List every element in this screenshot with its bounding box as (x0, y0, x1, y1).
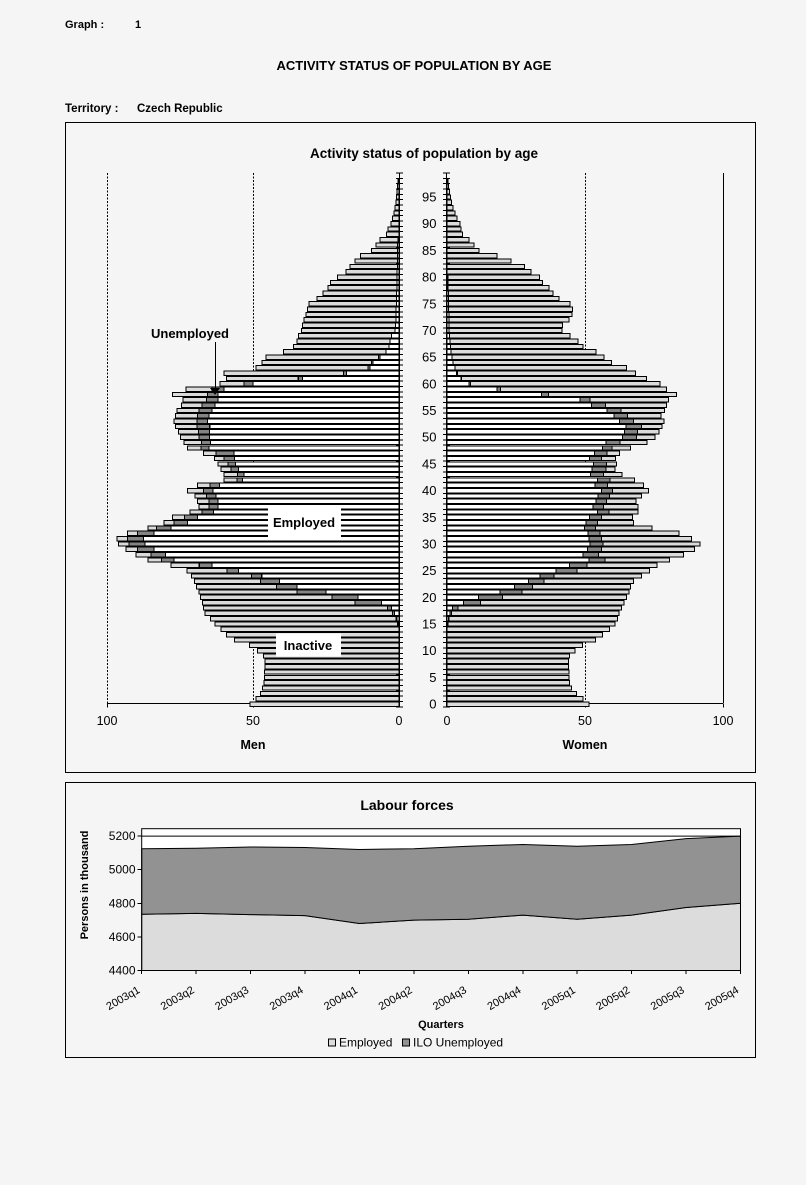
svg-text:15: 15 (422, 617, 436, 632)
svg-text:1: 1 (135, 19, 141, 31)
svg-text:Employed: Employed (339, 1036, 392, 1050)
svg-text:Territory :: Territory : (65, 103, 118, 115)
svg-text:50: 50 (422, 430, 436, 445)
svg-text:35: 35 (422, 510, 436, 525)
svg-text:55: 55 (422, 403, 436, 418)
svg-text:60: 60 (422, 376, 436, 391)
svg-text:5: 5 (429, 670, 436, 685)
svg-text:50: 50 (578, 714, 592, 728)
svg-text:Employed: Employed (273, 515, 335, 530)
svg-text:Men: Men (241, 738, 266, 752)
svg-text:0: 0 (429, 697, 436, 712)
svg-text:4600: 4600 (109, 930, 136, 944)
svg-text:4800: 4800 (109, 896, 136, 910)
svg-text:0: 0 (444, 714, 451, 728)
svg-text:100: 100 (97, 714, 118, 728)
svg-text:ILO Unemployed: ILO Unemployed (413, 1036, 503, 1050)
svg-text:80: 80 (422, 270, 436, 285)
svg-text:90: 90 (422, 216, 436, 231)
svg-text:Czech Republic: Czech Republic (137, 103, 223, 115)
svg-text:85: 85 (422, 243, 436, 258)
svg-text:Quarters: Quarters (418, 1019, 464, 1031)
svg-text:25: 25 (422, 563, 436, 578)
svg-text:75: 75 (422, 296, 436, 311)
svg-text:Graph :: Graph : (65, 19, 104, 31)
svg-text:5000: 5000 (109, 863, 136, 877)
svg-text:40: 40 (422, 483, 436, 498)
svg-text:5200: 5200 (109, 829, 136, 843)
svg-text:Women: Women (563, 738, 608, 752)
svg-text:10: 10 (422, 643, 436, 658)
svg-text:Inactive: Inactive (284, 638, 332, 653)
svg-text:4400: 4400 (109, 964, 136, 978)
svg-text:20: 20 (422, 590, 436, 605)
svg-text:Persons in thousand: Persons in thousand (79, 831, 91, 940)
svg-text:50: 50 (246, 714, 260, 728)
svg-text:ACTIVITY STATUS OF POPULATION: ACTIVITY STATUS OF POPULATION BY AGE (277, 58, 552, 73)
svg-text:Unemployed: Unemployed (151, 326, 229, 341)
svg-text:95: 95 (422, 190, 436, 205)
svg-text:0: 0 (396, 714, 403, 728)
svg-text:45: 45 (422, 456, 436, 471)
svg-text:70: 70 (422, 323, 436, 338)
svg-text:30: 30 (422, 537, 436, 552)
svg-text:Activity status of population: Activity status of population by age (310, 146, 539, 161)
svg-text:Labour forces: Labour forces (360, 797, 454, 813)
svg-text:100: 100 (713, 714, 734, 728)
svg-text:65: 65 (422, 350, 436, 365)
